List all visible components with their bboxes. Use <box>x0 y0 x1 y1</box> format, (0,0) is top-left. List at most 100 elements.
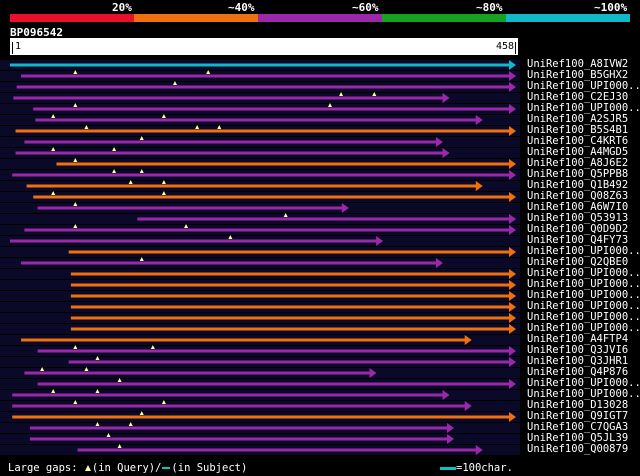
hit-label[interactable]: UniRef100_Q4P876 <box>527 366 629 378</box>
hit-label[interactable]: UniRef100_Q5JL39 <box>527 432 629 444</box>
legend-prefix: Large gaps: <box>8 462 78 474</box>
hit-arrow-icon <box>435 258 443 268</box>
hit-bar[interactable] <box>137 217 510 221</box>
hit-label[interactable]: UniRef100_UPI000.. <box>527 322 640 334</box>
hit-bar[interactable] <box>15 129 511 133</box>
hit-bar[interactable] <box>21 261 437 265</box>
hit-bar[interactable] <box>37 206 343 210</box>
hit-label[interactable]: UniRef100_Q08Z63 <box>527 190 629 202</box>
hit-label[interactable]: UniRef100_A4FTP4 <box>527 333 629 345</box>
gap-marker-icon <box>106 433 111 437</box>
hit-label[interactable]: UniRef100_Q1B492 <box>527 179 629 191</box>
hit-arrow-icon <box>376 236 384 246</box>
hit-label[interactable]: UniRef100_C2EJ30 <box>527 91 629 103</box>
hit-bar[interactable] <box>70 283 510 287</box>
hit-bar[interactable] <box>56 162 510 166</box>
hit-bar[interactable] <box>37 349 510 353</box>
hit-arrow-icon <box>509 313 516 323</box>
hit-bar[interactable] <box>26 184 477 188</box>
hit-bar[interactable] <box>24 371 371 375</box>
hit-label[interactable]: UniRef100_UPI000.. <box>527 278 640 290</box>
scale-segment-purple <box>258 14 382 22</box>
hit-label[interactable]: UniRef100_Q2QBE0 <box>527 256 629 268</box>
hit-label[interactable]: UniRef100_UPI000.. <box>527 300 640 312</box>
gap-marker-icon <box>40 367 45 371</box>
hit-label[interactable]: UniRef100_Q3JVI6 <box>527 344 629 356</box>
hit-bar[interactable] <box>12 173 510 177</box>
hit-label[interactable]: UniRef100_Q0D9D2 <box>527 223 629 235</box>
gap-marker-icon <box>95 356 100 360</box>
hit-label[interactable]: UniRef100_UPI000.. <box>527 377 640 389</box>
gap-subject-icon <box>162 467 171 469</box>
hit-label[interactable]: UniRef100_B5S4B1 <box>527 124 629 136</box>
hit-label[interactable]: UniRef100_B5GHX2 <box>527 69 629 81</box>
hit-bar[interactable] <box>70 316 510 320</box>
hit-label[interactable]: UniRef100_A8IVW2 <box>527 58 629 70</box>
query-title: BP096542 <box>10 26 63 39</box>
hit-bar[interactable] <box>33 195 510 199</box>
gap-marker-icon <box>217 125 222 129</box>
gap-marker-icon <box>73 70 78 74</box>
hit-bar[interactable] <box>12 404 466 408</box>
hit-bar[interactable] <box>70 327 510 331</box>
hit-bar[interactable] <box>70 272 510 276</box>
gap-marker-icon <box>283 213 288 217</box>
hit-bar[interactable] <box>37 382 510 386</box>
hit-bar[interactable] <box>15 151 444 155</box>
hit-label[interactable]: UniRef100_A2SJR5 <box>527 113 629 125</box>
hit-label[interactable]: UniRef100_Q00879 <box>527 443 629 455</box>
hit-bar[interactable] <box>12 415 510 419</box>
hit-bar[interactable] <box>10 239 378 243</box>
hit-bar[interactable] <box>24 140 437 144</box>
hit-label[interactable]: UniRef100_C7QGA3 <box>527 421 629 433</box>
query-start: 1 <box>15 41 22 52</box>
hit-bar[interactable] <box>13 96 444 100</box>
hit-label[interactable]: UniRef100_A4MGD5 <box>527 146 629 158</box>
hit-arrow-icon <box>369 368 377 378</box>
hit-label[interactable]: UniRef100_UPI000.. <box>527 311 640 323</box>
hit-arrow-icon <box>442 93 450 103</box>
scale-label-40: ~40% <box>228 1 255 14</box>
hit-bar[interactable] <box>24 228 511 232</box>
hit-label[interactable]: UniRef100_Q9IGT7 <box>527 410 629 422</box>
hit-arrow-icon <box>446 434 454 444</box>
gap-marker-icon <box>73 202 78 206</box>
hit-label[interactable]: UniRef100_UPI000.. <box>527 80 640 92</box>
hit-label[interactable]: UniRef100_Q4FY73 <box>527 234 629 246</box>
gap-marker-icon <box>51 114 56 118</box>
hit-arrow-icon <box>509 247 516 257</box>
hit-label[interactable]: UniRef100_A6W7I0 <box>527 201 629 213</box>
hit-bar[interactable] <box>35 118 477 122</box>
hit-label[interactable]: UniRef100_UPI000.. <box>527 267 640 279</box>
hit-bar[interactable] <box>16 85 511 89</box>
hit-label[interactable]: UniRef100_UPI000.. <box>527 245 640 257</box>
hit-bar[interactable] <box>29 437 448 441</box>
scale-segment-cyan <box>506 14 630 22</box>
gap-marker-icon <box>161 114 166 118</box>
hit-arrow-icon <box>442 390 450 400</box>
gap-marker-icon <box>73 158 78 162</box>
hit-label[interactable]: UniRef100_Q5PPB8 <box>527 168 629 180</box>
hit-label[interactable]: UniRef100_Q53913 <box>527 212 629 224</box>
hit-label[interactable]: UniRef100_UPI000.. <box>527 388 640 400</box>
scale-segment-green <box>382 14 506 22</box>
hit-bar[interactable] <box>33 107 510 111</box>
hit-bar[interactable] <box>21 74 511 78</box>
scale-label-60: ~60% <box>352 1 379 14</box>
hit-bar[interactable] <box>70 294 510 298</box>
hit-bar[interactable] <box>68 250 511 254</box>
hit-bar[interactable] <box>77 448 477 452</box>
hit-bar[interactable] <box>29 426 448 430</box>
hit-label[interactable]: UniRef100_A8J6E2 <box>527 157 629 169</box>
gap-marker-icon <box>95 389 100 393</box>
hit-label[interactable]: UniRef100_Q3JHR1 <box>527 355 629 367</box>
hit-bar[interactable] <box>21 338 466 342</box>
hit-label[interactable]: UniRef100_UPI000.. <box>527 289 640 301</box>
hit-bar[interactable] <box>12 393 444 397</box>
hit-bar[interactable] <box>68 360 511 364</box>
hit-bar[interactable] <box>10 63 510 67</box>
hit-label[interactable]: UniRef100_D13028 <box>527 399 629 411</box>
hit-label[interactable]: UniRef100_UPI000.. <box>527 102 640 114</box>
hit-label[interactable]: UniRef100_C4KRT6 <box>527 135 629 147</box>
hit-bar[interactable] <box>70 305 510 309</box>
